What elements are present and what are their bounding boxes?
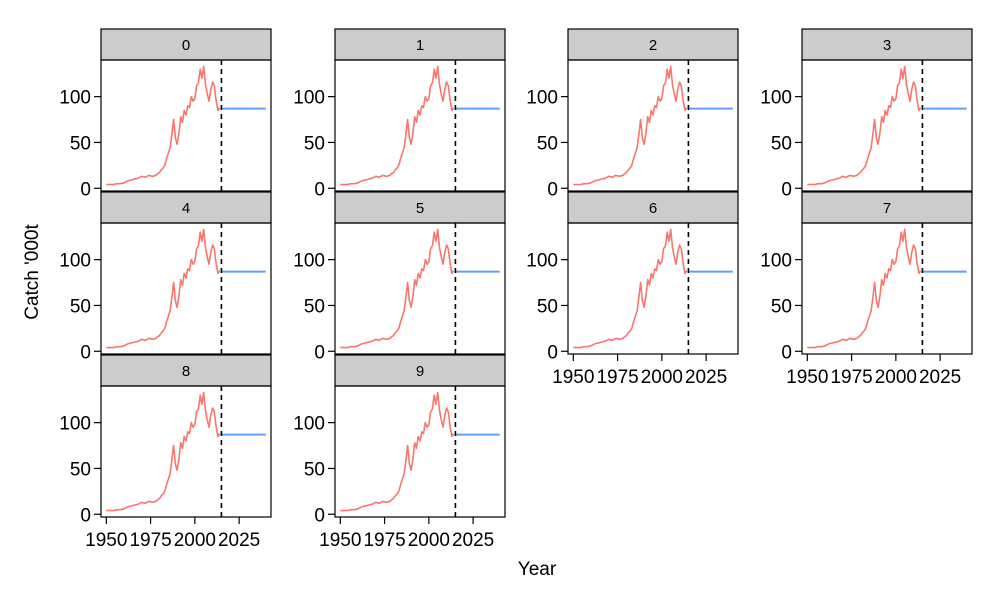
- facet-strip: [100, 28, 272, 61]
- facet-strip: [100, 191, 272, 224]
- y-tick-label: 50: [304, 296, 325, 317]
- facet-strip-label: 8: [182, 363, 190, 380]
- y-tick-label: 0: [314, 505, 325, 526]
- y-tick-label: 100: [59, 414, 91, 435]
- x-tick-label: 1950: [786, 367, 828, 388]
- x-tick-label: 2000: [875, 367, 917, 388]
- facet-panel-3: 3 0 50 100: [760, 28, 973, 200]
- facet-strip: [801, 28, 973, 61]
- y-tick-label: 50: [304, 459, 325, 480]
- facet-strip-label: 6: [649, 200, 657, 217]
- y-tick-label: 0: [314, 179, 325, 200]
- y-tick-label: 100: [760, 88, 792, 109]
- y-tick-label: 100: [760, 251, 792, 272]
- facet-panel-1: 1 0 50 100: [293, 28, 506, 200]
- historical-catch-line: [340, 228, 455, 349]
- historical-catch-line: [807, 228, 922, 349]
- x-tick-label: 2025: [685, 367, 727, 388]
- y-tick-label: 50: [70, 133, 91, 154]
- y-tick-label: 100: [293, 88, 325, 109]
- panel-frame: [334, 385, 506, 518]
- historical-catch-line: [340, 391, 455, 512]
- y-tick-label: 50: [537, 133, 558, 154]
- facet-strip: [100, 354, 272, 387]
- x-tick-label: 1950: [552, 367, 594, 388]
- x-tick-label: 1975: [830, 367, 872, 388]
- y-tick-label: 0: [547, 342, 558, 363]
- y-tick-label: 100: [59, 88, 91, 109]
- facet-strip-label: 1: [416, 37, 424, 54]
- y-tick-label: 50: [771, 296, 792, 317]
- x-tick-label: 2000: [641, 367, 683, 388]
- historical-catch-line: [807, 65, 922, 186]
- y-tick-label: 50: [70, 459, 91, 480]
- panel-frame: [567, 222, 739, 355]
- facet-panel-9: 9 0 50 100 1950 1975 2000 2025: [293, 354, 506, 551]
- panels: 0050100105010020501003050100405010050501…: [59, 28, 973, 551]
- historical-catch-line: [106, 391, 221, 512]
- facet-strip-label: 9: [416, 363, 424, 380]
- y-tick-label: 50: [70, 296, 91, 317]
- facet-panel-6: 6 0 50 100 1950 1975 2000 2025: [526, 191, 739, 388]
- y-tick-label: 100: [59, 251, 91, 272]
- panel-frame: [567, 59, 739, 192]
- x-tick-label: 2000: [174, 530, 216, 551]
- y-tick-label: 100: [526, 88, 558, 109]
- facet-panel-4: 4 0 50 100: [59, 191, 272, 363]
- x-tick-label: 2000: [408, 530, 450, 551]
- x-tick-label: 1975: [596, 367, 638, 388]
- historical-catch-line: [340, 65, 455, 186]
- y-tick-label: 0: [781, 342, 792, 363]
- facet-strip: [801, 191, 973, 224]
- facet-panel-2: 2 0 50 100: [526, 28, 739, 200]
- historical-catch-line: [573, 228, 688, 349]
- y-tick-label: 0: [80, 505, 91, 526]
- panel-frame: [801, 59, 973, 192]
- facet-strip-label: 2: [649, 37, 657, 54]
- x-tick-label: 1975: [129, 530, 171, 551]
- panel-frame: [100, 222, 272, 355]
- historical-catch-line: [106, 228, 221, 349]
- x-axis-title: Year: [518, 559, 557, 580]
- historical-catch-line: [573, 65, 688, 186]
- y-tick-label: 50: [537, 296, 558, 317]
- facet-panel-8: 8 0 50 100 1950 1975 2000 2025: [59, 354, 272, 551]
- y-tick-label: 100: [293, 414, 325, 435]
- facet-strip-label: 7: [883, 200, 891, 217]
- historical-catch-line: [106, 65, 221, 186]
- panel-frame: [334, 59, 506, 192]
- y-tick-label: 0: [80, 179, 91, 200]
- y-tick-label: 0: [80, 342, 91, 363]
- facet-panel-7: 7 0 50 100 1950 1975 2000 2025: [760, 191, 973, 388]
- x-tick-label: 1950: [85, 530, 127, 551]
- y-tick-label: 0: [781, 179, 792, 200]
- y-axis-title: Catch '000t: [22, 224, 43, 320]
- x-tick-label: 1950: [319, 530, 361, 551]
- facet-strip-label: 5: [416, 200, 424, 217]
- x-tick-label: 2025: [919, 367, 961, 388]
- facet-strip-label: 0: [182, 37, 190, 54]
- x-tick-label: 1975: [363, 530, 405, 551]
- y-tick-label: 50: [771, 133, 792, 154]
- panel-frame: [100, 59, 272, 192]
- panel-frame: [100, 385, 272, 518]
- y-tick-label: 50: [304, 133, 325, 154]
- facet-strip: [334, 191, 506, 224]
- facet-strip-label: 3: [883, 37, 891, 54]
- panel-frame: [801, 222, 973, 355]
- x-tick-label: 2025: [218, 530, 260, 551]
- y-tick-label: 0: [547, 179, 558, 200]
- y-tick-label: 100: [293, 251, 325, 272]
- facet-strip-label: 4: [182, 200, 190, 217]
- facet-panel-0: 0 0 50 100: [59, 28, 272, 200]
- y-tick-label: 100: [526, 251, 558, 272]
- panel-frame: [334, 222, 506, 355]
- facet-strip: [334, 354, 506, 387]
- y-tick-label: 0: [314, 342, 325, 363]
- x-tick-label: 2025: [452, 530, 494, 551]
